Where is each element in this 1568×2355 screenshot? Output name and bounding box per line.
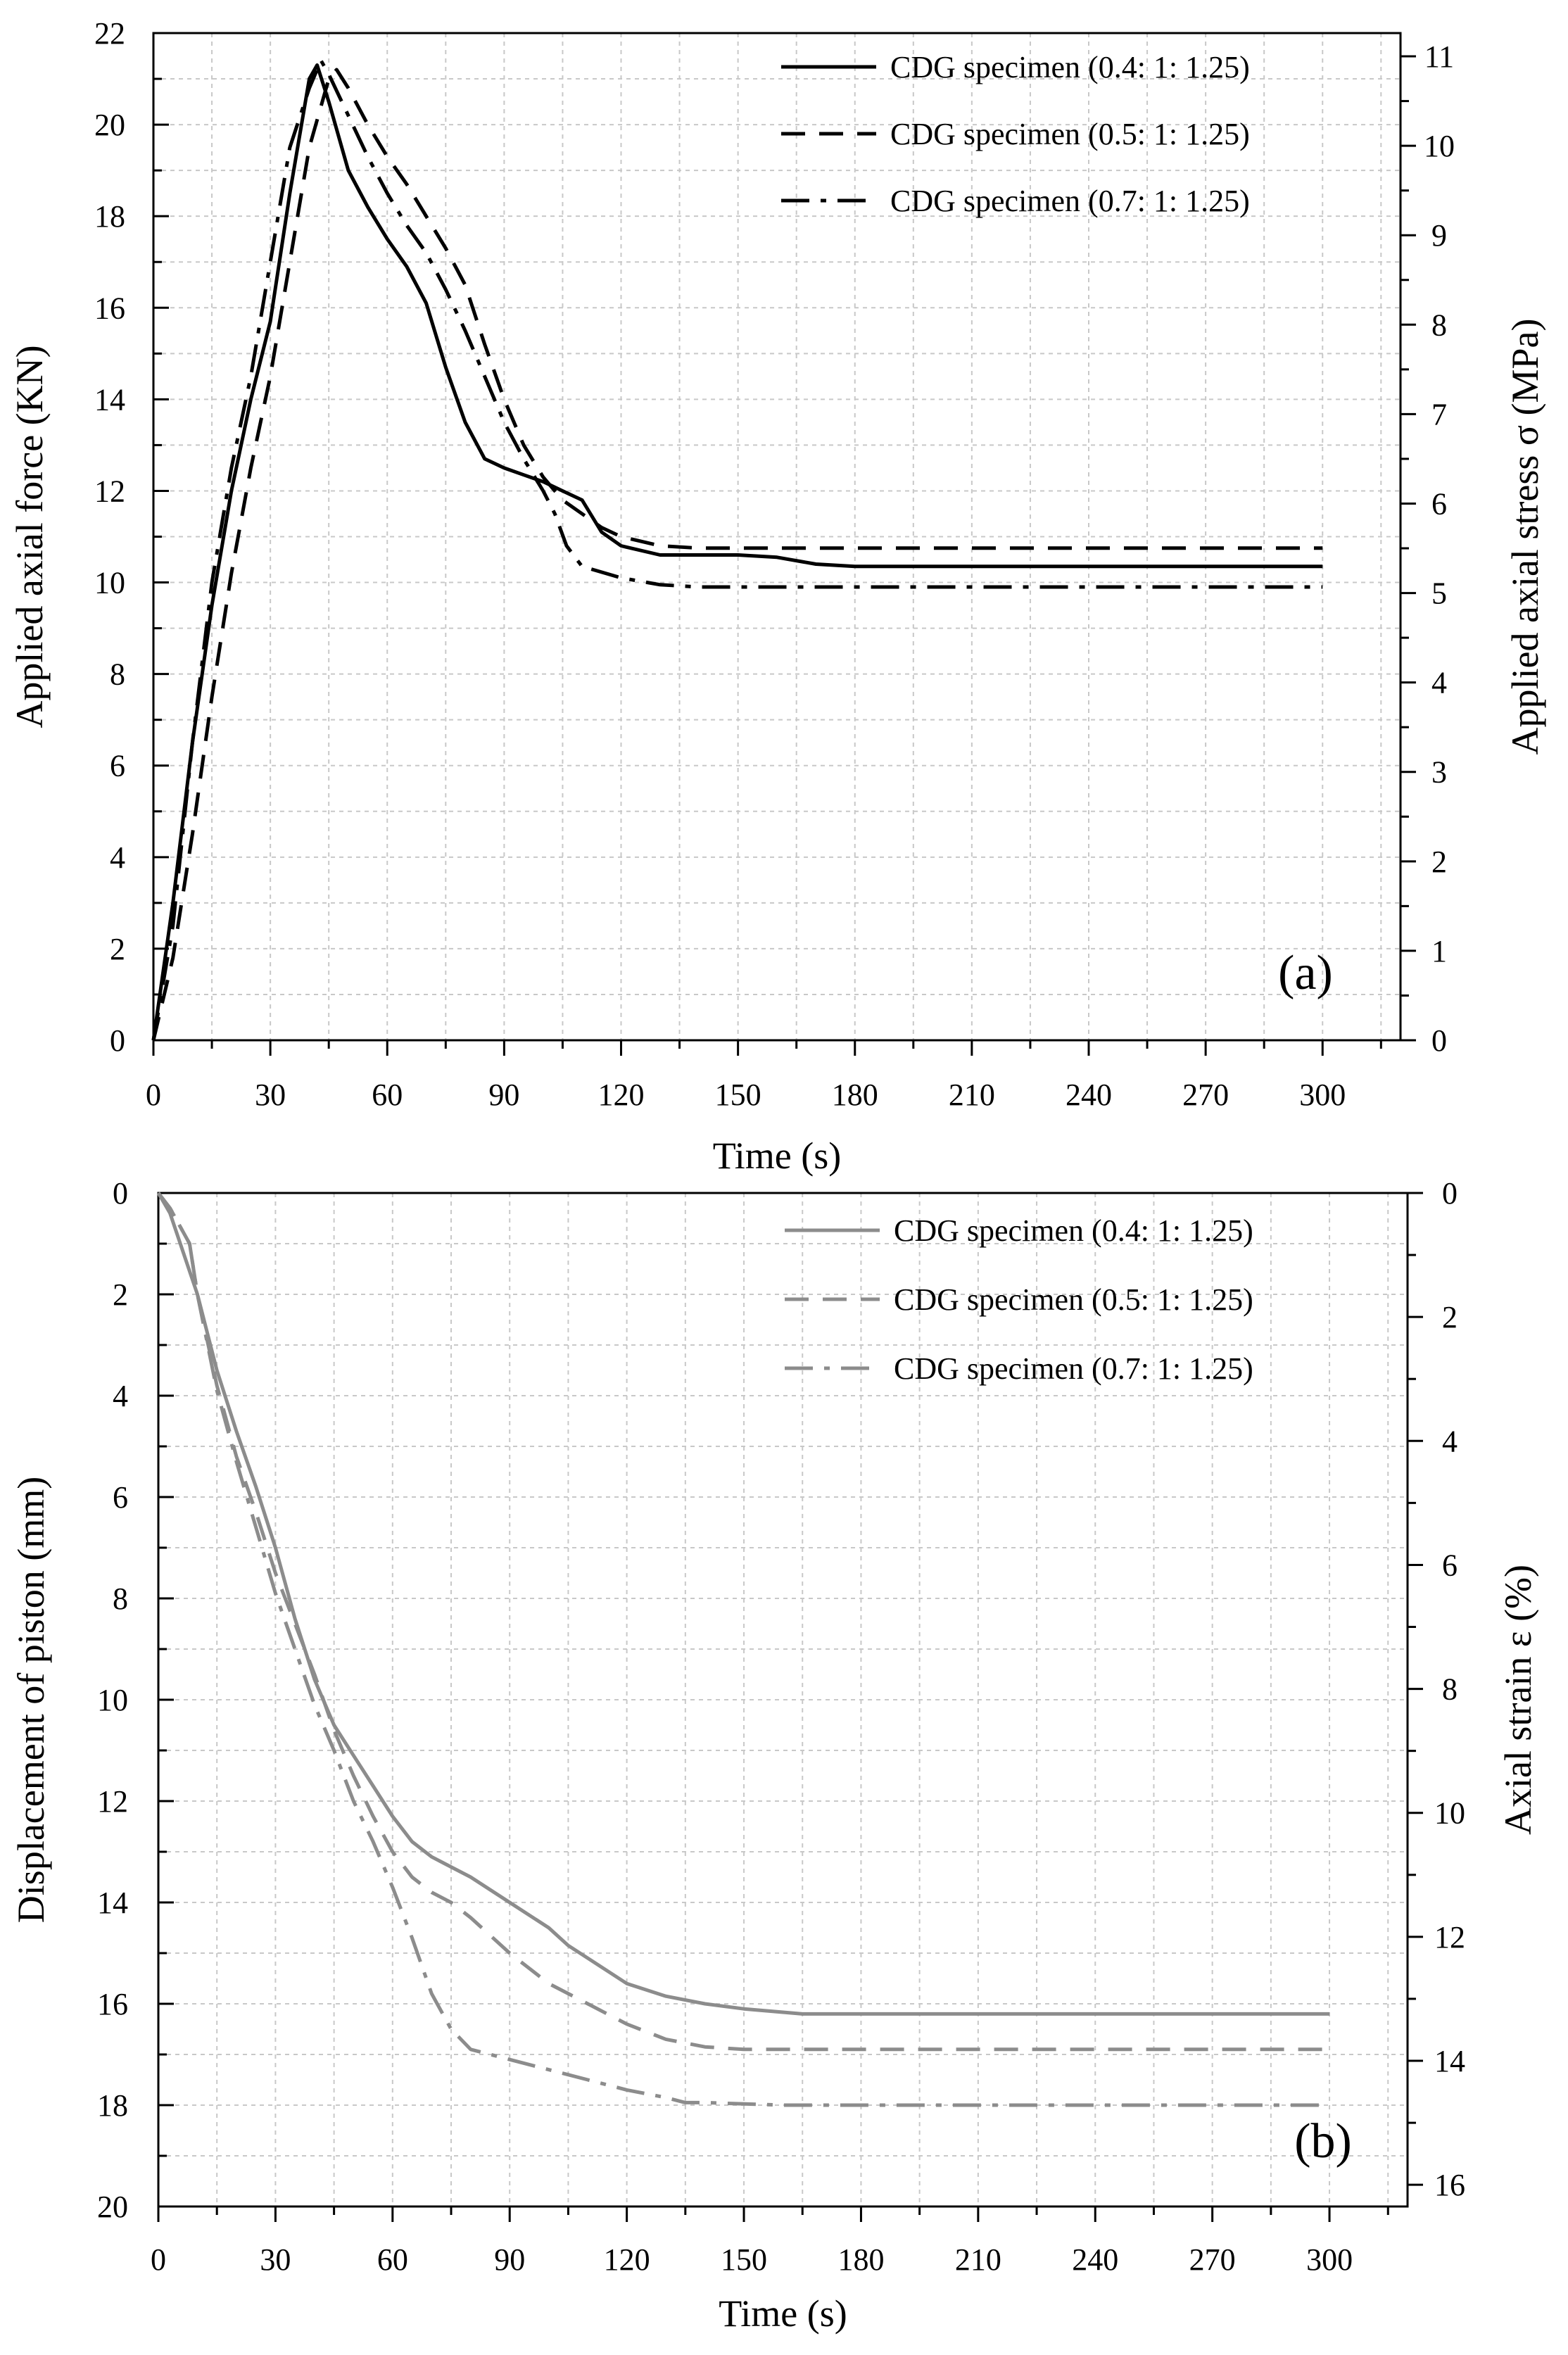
a-series-line-2 xyxy=(151,68,1323,1041)
a-x-tick-label: 180 xyxy=(832,1078,878,1112)
b-y-tick-label: 2 xyxy=(113,1277,128,1312)
b-x-tick-label: 210 xyxy=(955,2242,1001,2277)
b-x-tick-label: 120 xyxy=(604,2242,650,2277)
a-y-tick-label: 20 xyxy=(94,108,125,142)
b-x-tick-label: 30 xyxy=(260,2242,291,2277)
b-y-tick-label: 20 xyxy=(97,2190,128,2224)
b-y2-tick-label: 10 xyxy=(1434,1796,1465,1831)
b-x-tick-label: 300 xyxy=(1306,2242,1353,2277)
b-y-tick-label: 6 xyxy=(113,1480,128,1515)
b-y2-axis-title: Axial strain ε (%) xyxy=(1497,1565,1539,1835)
a-y-tick-label: 18 xyxy=(94,199,125,234)
b-y2-tick-label: 14 xyxy=(1434,2044,1465,2078)
a-legend-label-2: CDG specimen (0.5: 1: 1.25) xyxy=(890,117,1250,151)
a-x-tick-label: 30 xyxy=(255,1078,286,1112)
panel-b-chart: 0 30 60 90 120 150 180 210 240 270 300024681012141… xyxy=(10,1176,1539,2335)
b-legend: CDG specimen (0.4: 1: 1.25) CDG specimen … xyxy=(785,1213,1253,1386)
a-series-line-1 xyxy=(151,63,1323,1041)
b-y-tick-label: 16 xyxy=(97,1987,128,2021)
b-y-tick-label: 18 xyxy=(97,2088,128,2123)
a-x-tick-label: 300 xyxy=(1299,1078,1346,1112)
b-y-tick-label: 8 xyxy=(113,1581,128,1616)
a-y2-tick-label: 9 xyxy=(1431,218,1447,253)
b-gridlines xyxy=(158,1193,1408,2206)
a-y-tick-label: 14 xyxy=(94,382,125,417)
a-x-tick-label: 60 xyxy=(372,1078,403,1112)
a-panel-label: (a) xyxy=(1278,946,1333,1000)
b-legend-label-3: CDG specimen (0.7: 1: 1.25) xyxy=(894,1351,1253,1386)
a-y-tick-label: 4 xyxy=(110,840,125,875)
a-y-tick-label: 12 xyxy=(94,474,125,508)
a-y2-tick-label: 2 xyxy=(1431,845,1447,879)
b-x-axis-title: Time (s) xyxy=(719,2292,847,2335)
b-series-line-2 xyxy=(157,1192,1330,2052)
b-x-tick-label: 180 xyxy=(837,2242,884,2277)
a-y-tick-label: 16 xyxy=(94,291,125,325)
a-y2-tick-label: 5 xyxy=(1431,576,1447,611)
b-x-tick-label: 0 xyxy=(151,2242,166,2277)
a-y2-tick-label: 7 xyxy=(1431,397,1447,431)
a-y-tick-label: 8 xyxy=(110,657,125,692)
b-panel-label: (b) xyxy=(1294,2114,1352,2168)
b-x-tick-label: 60 xyxy=(377,2242,408,2277)
a-y2-tick-label: 11 xyxy=(1424,39,1454,74)
b-legend-label-2: CDG specimen (0.5: 1: 1.25) xyxy=(894,1282,1253,1317)
b-series-line-1 xyxy=(156,1192,1330,2016)
a-y-tick-label: 2 xyxy=(110,932,125,966)
a-x-tick-label: 0 xyxy=(146,1078,161,1112)
a-y-tick-label: 22 xyxy=(94,16,125,51)
b-y2-tick-label: 4 xyxy=(1442,1424,1458,1458)
b-y2-tick-label: 12 xyxy=(1434,1920,1465,1955)
a-y-tick-label: 10 xyxy=(94,566,125,600)
a-x-tick-label: 240 xyxy=(1066,1078,1112,1112)
b-x-tick-label: 150 xyxy=(721,2242,767,2277)
a-y-tick-label: 6 xyxy=(110,749,125,783)
a-y-tick-label: 0 xyxy=(110,1023,125,1058)
b-series-line-3 xyxy=(157,1192,1330,2107)
b-y2-tick-label: 16 xyxy=(1434,2168,1465,2202)
b-x-tick-label: 270 xyxy=(1189,2242,1236,2277)
a-y2-tick-label: 1 xyxy=(1431,934,1447,968)
b-legend-label-1: CDG specimen (0.4: 1: 1.25) xyxy=(894,1213,1253,1248)
a-y2-tick-label: 8 xyxy=(1431,308,1447,342)
b-y-tick-label: 10 xyxy=(97,1683,128,1717)
a-y2-tick-label: 3 xyxy=(1431,755,1447,790)
a-y2-tick-label: 10 xyxy=(1424,129,1455,163)
b-y-axis-title: Displacement of piston (mm) xyxy=(10,1477,52,1923)
a-x-axis-title: Time (s) xyxy=(713,1135,842,1177)
a-legend: CDG specimen (0.4: 1: 1.25) CDG specimen … xyxy=(781,50,1250,218)
b-y-tick-label: 4 xyxy=(113,1379,128,1413)
b-y-tick-label: 14 xyxy=(97,1886,128,1920)
a-x-tick-label: 90 xyxy=(488,1078,519,1112)
b-y-tick-label: 0 xyxy=(113,1176,128,1211)
b-x-tick-label: 240 xyxy=(1072,2242,1118,2277)
a-x-tick-label: 270 xyxy=(1182,1078,1229,1112)
a-legend-label-3: CDG specimen (0.7: 1: 1.25) xyxy=(890,184,1250,218)
a-y2-tick-label: 0 xyxy=(1431,1023,1447,1058)
b-y-tick-label: 12 xyxy=(97,1784,128,1819)
a-y2-tick-label: 6 xyxy=(1431,486,1447,521)
b-x-tick-label: 90 xyxy=(494,2242,525,2277)
panel-a-chart: 0 30 60 90 120 150 180 210 240 270 300024681012141… xyxy=(8,16,1546,1177)
a-x-tick-label: 150 xyxy=(715,1078,761,1112)
a-legend-label-1: CDG specimen (0.4: 1: 1.25) xyxy=(890,50,1250,84)
b-y2-tick-label: 6 xyxy=(1442,1548,1458,1582)
a-x-tick-label: 120 xyxy=(598,1078,645,1112)
a-y2-tick-label: 4 xyxy=(1431,666,1447,700)
b-y2-tick-label: 2 xyxy=(1442,1300,1458,1334)
a-gridlines xyxy=(153,33,1401,1040)
a-y-axis-title: Applied axial force (KN) xyxy=(8,345,51,728)
a-x-tick-label: 210 xyxy=(949,1078,995,1112)
b-y2-tick-label: 0 xyxy=(1442,1176,1458,1211)
a-y2-axis-title: Applied axial stress σ (MPa) xyxy=(1504,319,1546,755)
b-y2-tick-label: 8 xyxy=(1442,1672,1458,1707)
